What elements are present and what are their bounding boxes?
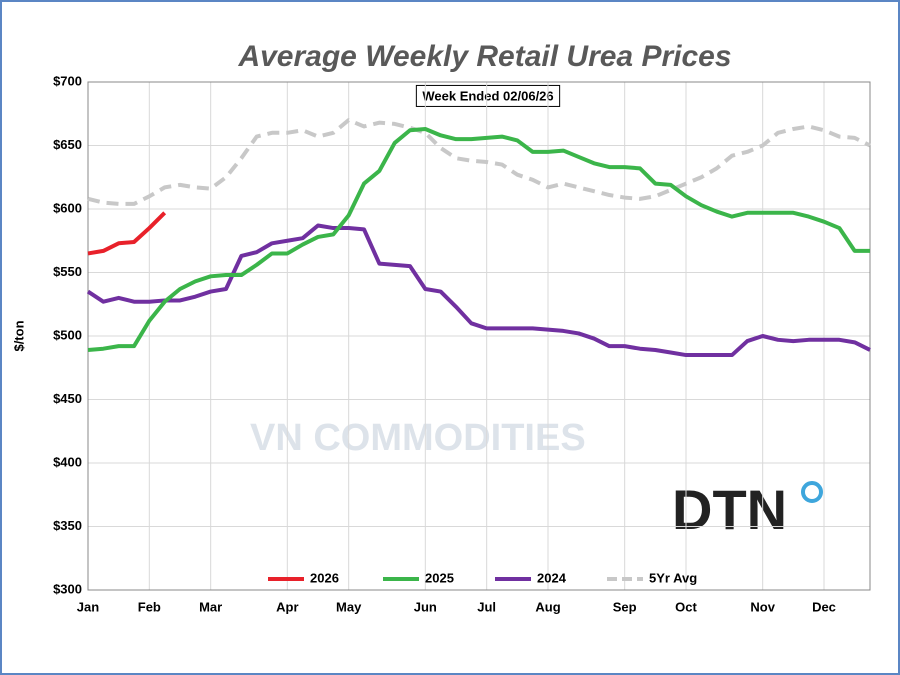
x-tick-label: Sep [613,599,637,614]
y-tick-label: $350 [53,518,82,533]
legend-label: 2024 [537,570,567,585]
y-tick-label: $550 [53,264,82,279]
x-tick-label: Apr [276,599,298,614]
y-tick-label: $650 [53,137,82,152]
y-tick-label: $700 [53,73,82,88]
watermark: VN COMMODITIES [250,417,586,459]
x-tick-label: May [336,599,362,614]
y-tick-label: $450 [53,391,82,406]
series-line [86,223,871,358]
y-tick-label: $300 [53,581,82,596]
chart-title: Average Weekly Retail Urea Prices [237,40,731,73]
x-tick-label: Nov [750,599,775,614]
series-line [87,126,870,352]
x-tick-label: Oct [675,599,697,614]
y-axis-label: $/ton [11,320,26,351]
subtitle-box [415,84,561,107]
x-tick-label: Jul [477,599,496,614]
y-tick-label: $400 [53,454,82,469]
series-line [87,211,167,256]
logo: DTN [672,478,787,541]
plot-border [87,81,871,591]
x-tick-label: Feb [138,599,161,614]
x-tick-label: Jun [414,599,437,614]
x-tick-label: Dec [812,599,836,614]
logo-ring [801,481,823,503]
legend-label: 2026 [310,570,339,585]
x-tick-label: Jan [77,599,99,614]
y-tick-label: $600 [53,200,82,215]
x-tick-label: Mar [199,599,222,614]
series-line [87,118,871,206]
legend-label: 5Yr Avg [649,570,697,585]
legend-label: 2025 [425,570,454,585]
y-tick-label: $500 [53,327,82,342]
x-tick-label: Aug [535,599,560,614]
subtitle: Week Ended 02/06/26 [422,88,553,103]
